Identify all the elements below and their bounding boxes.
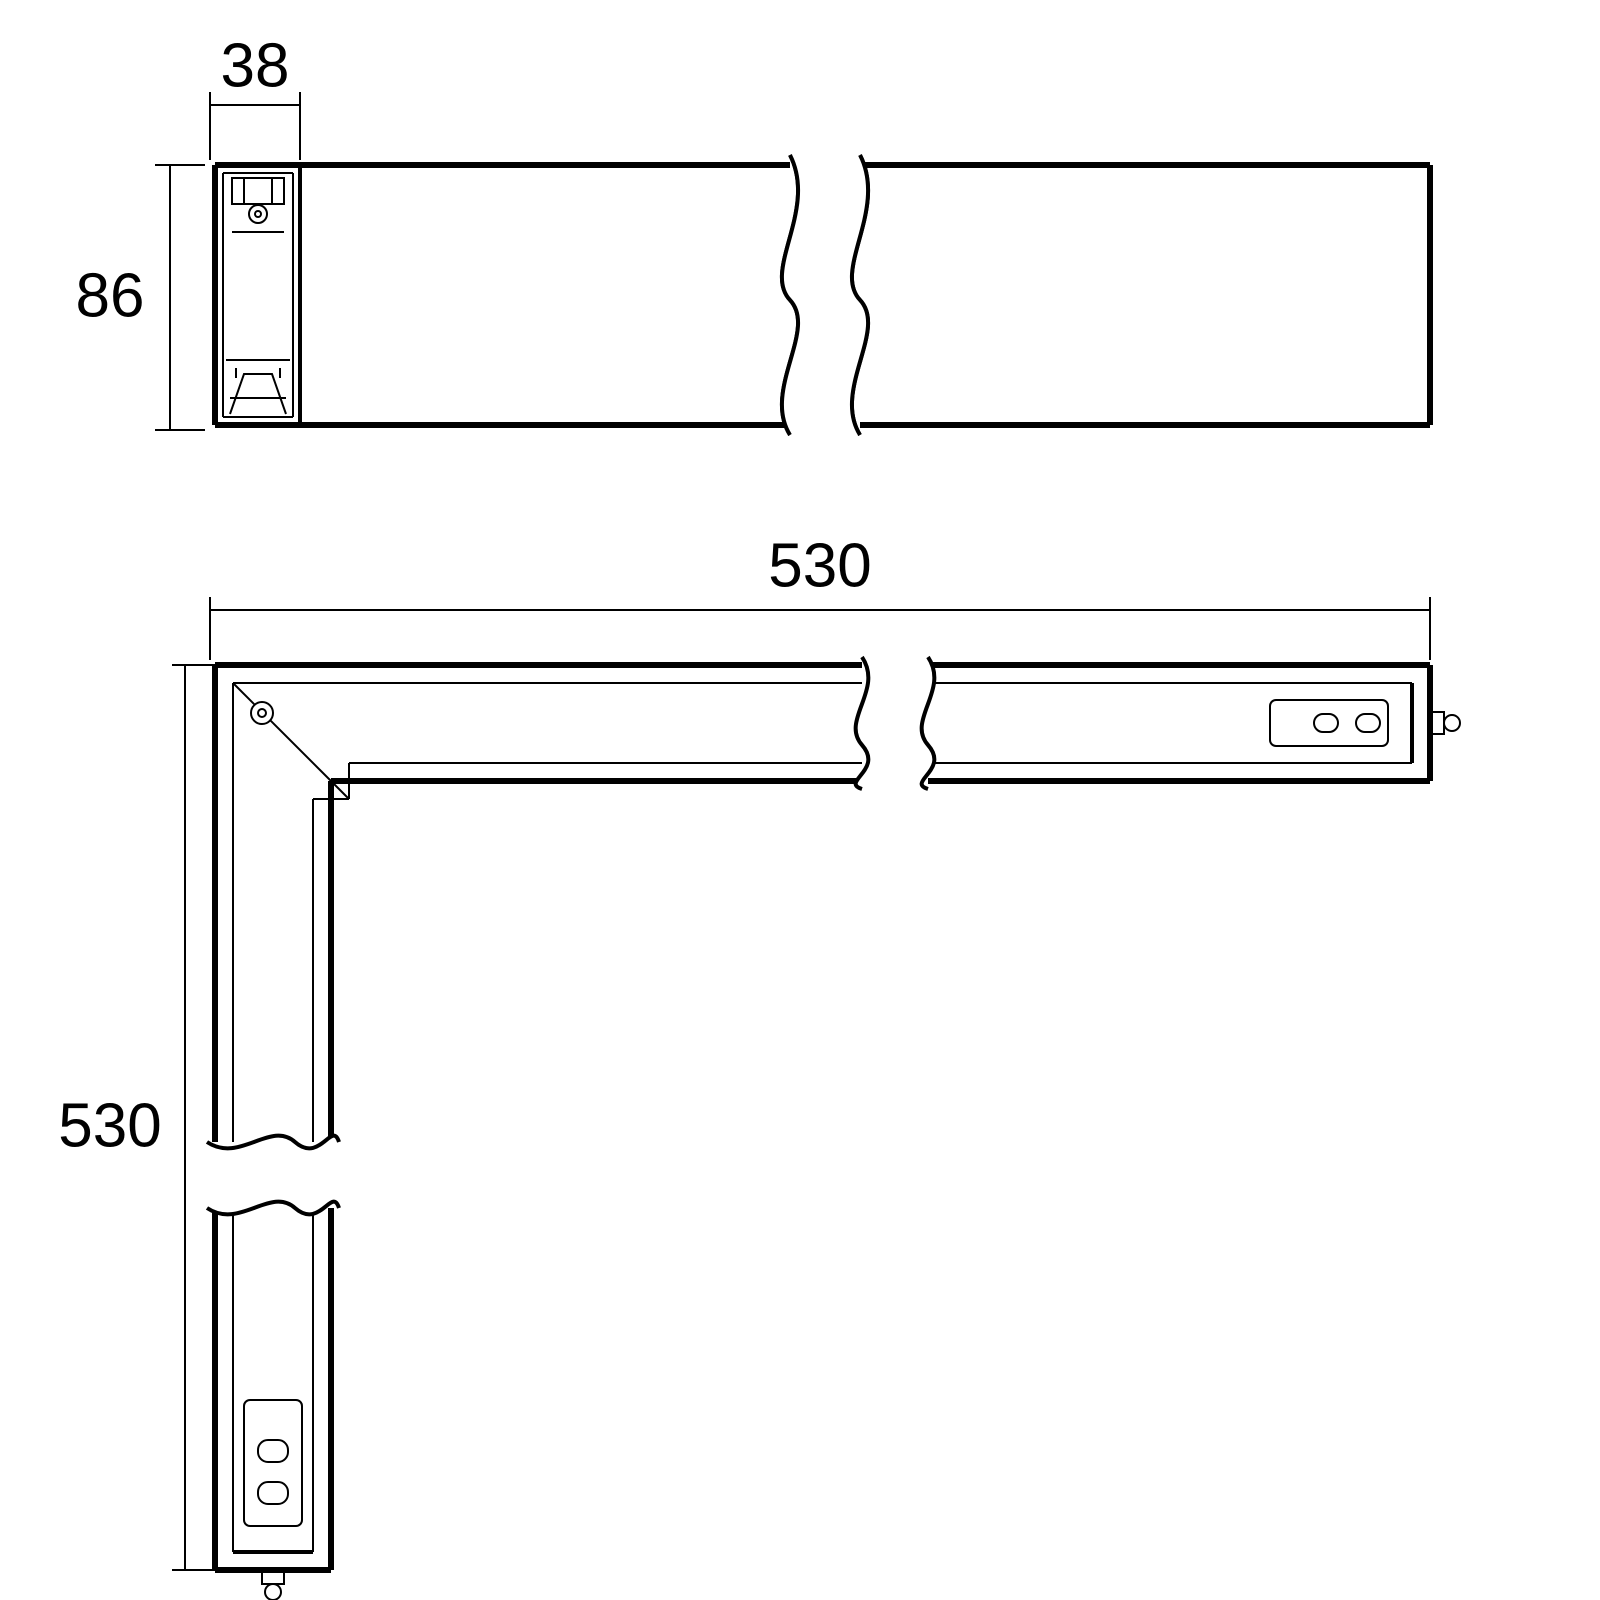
- dim-label-530-h: 530: [768, 531, 871, 600]
- dimension-arm-horizontal: 530: [210, 531, 1430, 660]
- top-connector-icon: [232, 178, 284, 232]
- top-view: [207, 657, 1460, 1600]
- dimension-profile-width: 38: [210, 31, 300, 160]
- profile-cross-section: [223, 165, 300, 425]
- dim-label-86: 86: [76, 261, 145, 330]
- dimension-profile-height: 86: [76, 165, 205, 430]
- side-view: [215, 155, 1430, 435]
- technical-drawing: 38 86 530 530: [0, 0, 1600, 1600]
- dimension-arm-vertical: 530: [58, 665, 230, 1570]
- dim-label-38: 38: [221, 31, 290, 100]
- dim-label-530-v: 530: [58, 1091, 161, 1160]
- bottom-reflector-icon: [226, 360, 290, 414]
- corner-screw-icon: [251, 702, 273, 724]
